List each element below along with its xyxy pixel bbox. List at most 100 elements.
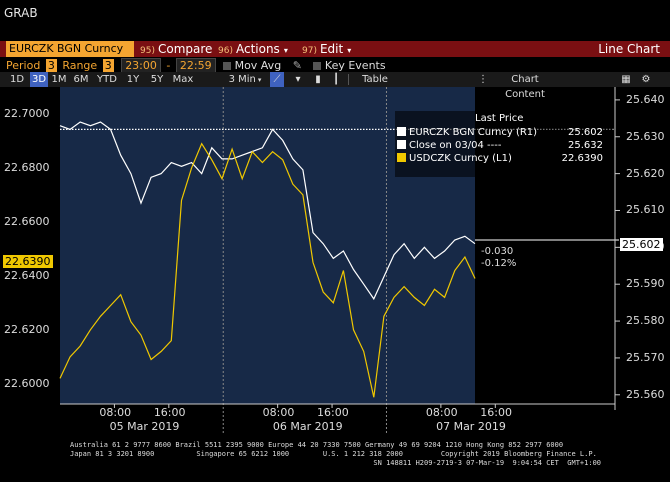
left-axis-tick-label: 22.7000	[4, 106, 50, 120]
mov-avg-checkbox[interactable]	[223, 62, 232, 70]
right-axis-tick-label: 25.630	[626, 129, 665, 143]
chart-legend[interactable]: Last Price EURCZK BGN Curncy (R1) 25.602 C…	[395, 111, 613, 177]
time-to-input[interactable]: 22:59	[175, 58, 216, 74]
chevron-down-icon: ▾	[283, 46, 288, 55]
chart-type-title: Line Chart	[598, 42, 660, 56]
actions-menu-button[interactable]: 96) Actions ▾	[218, 41, 288, 57]
usdczk-series-line	[59, 142, 476, 398]
x-axis-tick-label: 08:00	[425, 406, 458, 419]
legend-series-name: EURCZK BGN Curncy (R1)	[409, 127, 538, 138]
range-input[interactable]: 3	[102, 59, 114, 73]
footer-line-2: Japan 81 3 3201 8900 Singapore 65 6212 1…	[70, 450, 597, 458]
legend-series-value: 25.602	[568, 127, 603, 138]
chart-style-dropdown[interactable]: ▾	[295, 74, 301, 85]
left-axis-tick-label: 22.6600	[4, 214, 50, 228]
legend-swatch	[397, 140, 406, 149]
legend-row: Close on 03/04 ---- 25.632	[397, 139, 609, 152]
grid	[222, 87, 387, 434]
period-button-1m[interactable]: 1M	[51, 74, 67, 85]
toolbar-divider	[348, 74, 349, 85]
grid-icon[interactable]: ▦	[621, 74, 631, 85]
right-axis-tick-label: 25.590	[626, 277, 665, 291]
eurczk-series-line	[59, 121, 476, 301]
period-button-3d[interactable]: 3D	[30, 72, 48, 87]
period-button-ytd[interactable]: YTD	[97, 74, 117, 85]
x-axis-tick-label: 08:00	[99, 406, 132, 419]
table-button[interactable]: Table	[362, 74, 388, 85]
legend-series-value: 22.6390	[561, 153, 603, 164]
line-chart-icon[interactable]: ⟋	[270, 72, 284, 87]
compare-label: Compare	[157, 42, 213, 56]
interval-dropdown[interactable]: 3 Min ▾	[227, 72, 263, 87]
period-button-6m[interactable]: 6M	[73, 74, 89, 85]
candles-icon[interactable]: ┃	[332, 74, 340, 85]
panel-handle-icon[interactable]: ⋮	[478, 74, 488, 85]
edit-label: Edit	[319, 42, 344, 56]
compare-code: 95)	[140, 46, 155, 56]
settings-icon[interactable]: ⚙	[641, 74, 651, 85]
time-from-input[interactable]: 23:00	[121, 58, 161, 74]
actions-code: 96)	[218, 46, 233, 56]
right-axis-tick-label: 25.570	[626, 350, 665, 364]
period-button-5y[interactable]: 5Y	[150, 74, 164, 85]
settings-bar: Period 3 Range 3 23:00 - 22:59 Mov Avg ✎…	[0, 58, 670, 74]
period-selector-bar: 1D 3D 1M 6M YTD 1Y 5Y Max 3 Min ▾ ⟋ ▾ ▮ ┃ Table …	[0, 72, 670, 100]
series-lines	[59, 121, 619, 398]
footer-contact-info: Australia 61 2 9777 8600 Brazil 5511 239…	[70, 441, 601, 468]
price-change-info: -0.030 -0.12%	[481, 246, 516, 270]
footer-line-3: SN 148811 H209-2719-3 07-Mar-19 9:04:54 …	[70, 459, 602, 467]
period-button-1d[interactable]: 1D	[9, 74, 25, 85]
dash-separator: -	[166, 59, 171, 72]
edit-menu-button[interactable]: 97) Edit ▾	[302, 41, 351, 57]
period-label: Period	[6, 59, 41, 72]
legend-swatch	[397, 127, 406, 136]
right-axis-tick-label: 25.610	[626, 203, 665, 217]
left-axis-tick-label: 22.6200	[4, 322, 50, 336]
edit-code: 97)	[302, 46, 317, 56]
x-axis-tick-label: 08:00	[262, 406, 295, 419]
x-axis-date-label: 07 Mar 2019	[436, 420, 506, 433]
mov-avg-label: Mov Avg	[234, 59, 282, 72]
period-button-max[interactable]: Max	[172, 74, 194, 85]
footer-line-1: Australia 61 2 9777 8600 Brazil 5511 239…	[70, 441, 564, 449]
legend-row: USDCZK Curncy (L1) 22.6390	[397, 152, 609, 165]
chevron-down-icon: ▾	[257, 76, 262, 84]
legend-row: EURCZK BGN Curncy (R1) 25.602	[397, 126, 609, 139]
chevron-down-icon: ▾	[347, 46, 352, 55]
key-events-checkbox[interactable]	[313, 62, 322, 70]
range-label: Range	[62, 59, 98, 72]
legend-series-name: USDCZK Curncy (L1)	[409, 153, 512, 164]
x-axis-tick-label: 16:00	[480, 406, 512, 419]
security-ticker-field[interactable]: EURCZK BGN Curncy	[6, 41, 134, 57]
right-axis-tick-label: 25.580	[626, 314, 665, 328]
usdczk-current-price-tag: 22.6390	[3, 255, 53, 268]
bar-chart-icon[interactable]: ▮	[315, 74, 321, 85]
key-events-label: Key Events	[324, 59, 386, 72]
left-axis-tick-label: 22.6400	[4, 268, 50, 282]
command-bar	[0, 41, 670, 57]
actions-label: Actions	[235, 42, 280, 56]
legend-series-name: Close on 03/04 ----	[409, 140, 502, 151]
change-absolute: -0.030	[481, 246, 514, 257]
x-axis-date-label: 05 Mar 2019	[109, 420, 180, 433]
period-input[interactable]: 3	[45, 59, 57, 73]
x-axis-tick-label: 16:00	[317, 406, 349, 419]
left-axis-tick-label: 22.6000	[4, 376, 50, 390]
chart-content-button[interactable]: Chart Content	[490, 72, 560, 100]
right-axis-tick-label: 25.620	[626, 166, 665, 180]
period-button-1y[interactable]: 1Y	[126, 74, 140, 85]
eurczk-current-price-tag: 25.602	[620, 238, 663, 251]
x-axis-tick-label: 16:00	[153, 406, 186, 419]
pencil-icon[interactable]: ✎	[292, 59, 302, 72]
legend-swatch	[397, 153, 406, 162]
right-axis-tick-label: 25.560	[626, 387, 665, 401]
window-title: GRAB	[4, 6, 38, 20]
change-percent: -0.12%	[481, 258, 517, 269]
left-axis-tick-label: 22.6800	[4, 160, 50, 174]
legend-header: Last Price	[475, 113, 524, 124]
legend-series-value: 25.632	[568, 140, 603, 151]
compare-button[interactable]: 95) Compare	[140, 41, 212, 57]
chart-content-label: Chart Content	[505, 74, 545, 100]
right-axis-tick-label: 25.640	[626, 92, 665, 106]
axes	[60, 87, 620, 410]
